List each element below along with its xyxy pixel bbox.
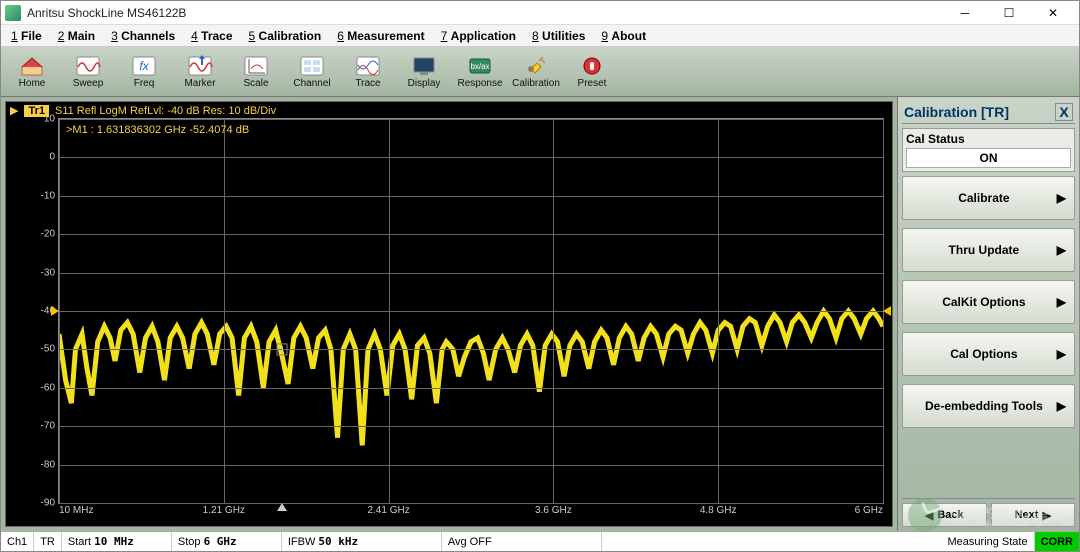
chevron-right-icon: ▶ [1057, 399, 1066, 413]
side-panel-close-button[interactable]: X [1055, 103, 1073, 121]
ref-level-marker [51, 306, 59, 316]
x-axis-label: 4.8 GHz [700, 505, 737, 516]
y-axis-label: 0 [49, 152, 55, 163]
thru-update-button[interactable]: Thru Update▶ [902, 228, 1075, 272]
close-window-button[interactable]: ✕ [1031, 2, 1075, 24]
display-icon [411, 55, 437, 77]
titlebar: Anritsu ShockLine MS46122B ─ ☐ ✕ [1, 1, 1079, 25]
response-icon: bx/ax [467, 55, 493, 77]
app-window: Anritsu ShockLine MS46122B ─ ☐ ✕ 1 File2… [0, 0, 1080, 552]
chart-area[interactable]: ▶ Tr1 S11 Refl LogM RefLvl: -40 dB Res: … [5, 101, 893, 527]
ref-level-marker [883, 306, 891, 316]
y-axis-label: -90 [41, 498, 55, 509]
channel-button[interactable]: Channel [285, 49, 339, 95]
menu-about[interactable]: 9 About [593, 27, 654, 45]
marker-button[interactable]: Marker [173, 49, 227, 95]
menu-measurement[interactable]: 6 Measurement [329, 27, 432, 45]
statusbar: Ch1 TR Start 10 MHz Stop 6 GHz IFBW 50 k… [1, 531, 1079, 551]
back-button[interactable]: ◀ Back [902, 503, 987, 527]
calibration-button[interactable]: Calibration [509, 49, 563, 95]
app-icon [5, 5, 21, 21]
y-axis-label: -60 [41, 382, 55, 393]
home-icon [19, 55, 45, 77]
menu-main[interactable]: 2 Main [50, 27, 103, 45]
chevron-right-icon: ▶ [1057, 243, 1066, 257]
freq-icon: fx [131, 55, 157, 77]
status-start[interactable]: Start 10 MHz [62, 532, 172, 551]
y-axis-label: -10 [41, 190, 55, 201]
trace-button[interactable]: Trace [341, 49, 395, 95]
y-axis-label: -20 [41, 229, 55, 240]
status-ifbw[interactable]: IFBW 50 kHz [282, 532, 442, 551]
chart-panel: ▶ Tr1 S11 Refl LogM RefLvl: -40 dB Res: … [1, 97, 897, 531]
side-panel-title: Calibration [TR] [904, 104, 1009, 120]
cal-status-value[interactable]: ON [906, 148, 1071, 168]
chevron-right-icon: ▶ [1057, 347, 1066, 361]
sweep-icon [75, 55, 101, 77]
marker-1[interactable]: 1 [277, 343, 288, 355]
svg-text:fx: fx [139, 59, 149, 73]
de-embedding-button[interactable]: De-embedding Tools▶ [902, 384, 1075, 428]
marker-readout: >M1 : 1.631836302 GHz -52.4074 dB [66, 124, 249, 136]
preset-button[interactable]: Preset [565, 49, 619, 95]
chevron-right-icon: ▶ [1057, 191, 1066, 205]
calkit-options-button[interactable]: CalKit Options▶ [902, 280, 1075, 324]
status-channel[interactable]: Ch1 [1, 532, 34, 551]
status-tr[interactable]: TR [34, 532, 62, 551]
home-button[interactable]: Home [5, 49, 59, 95]
plot-area[interactable]: 100-10-20-30-40-50-60-70-80-9010 MHz1.21… [58, 118, 884, 504]
scale-button[interactable]: Scale [229, 49, 283, 95]
cal-status-label: Cal Status [906, 132, 1071, 146]
x-axis-label: 2.41 GHz [367, 505, 409, 516]
display-button[interactable]: Display [397, 49, 451, 95]
y-axis-label: -70 [41, 421, 55, 432]
side-panel: Calibration [TR] X Cal Status ON Calibra… [897, 97, 1079, 531]
x-axis-label: 1.21 GHz [203, 505, 245, 516]
menu-calibration[interactable]: 5 Calibration [241, 27, 330, 45]
menu-trace[interactable]: 4 Trace [183, 27, 240, 45]
scale-icon [243, 55, 269, 77]
response-button[interactable]: bx/axResponse [453, 49, 507, 95]
cal-icon [523, 55, 549, 77]
status-avg[interactable]: Avg OFF [442, 532, 602, 551]
menu-file[interactable]: 1 File [3, 27, 50, 45]
x-axis-label: 10 MHz [59, 505, 93, 516]
y-axis-label: -50 [41, 344, 55, 355]
menu-utilities[interactable]: 8 Utilities [524, 27, 593, 45]
marker-icon [187, 55, 213, 77]
cal-status-box: Cal Status ON [902, 128, 1075, 172]
trace-badge: Tr1 [24, 105, 49, 117]
sweep-button[interactable]: Sweep [61, 49, 115, 95]
y-axis-label: -80 [41, 459, 55, 470]
status-stop[interactable]: Stop 6 GHz [172, 532, 282, 551]
menu-application[interactable]: 7 Application [433, 27, 524, 45]
svg-text:bx/ax: bx/ax [470, 62, 489, 71]
x-axis-label: 6 GHz [855, 505, 883, 516]
window-title: Anritsu ShockLine MS46122B [27, 6, 943, 20]
preset-icon [579, 55, 605, 77]
minimize-button[interactable]: ─ [943, 2, 987, 24]
cal-options-button[interactable]: Cal Options▶ [902, 332, 1075, 376]
y-axis-label: -30 [41, 267, 55, 278]
status-corr: CORR [1035, 532, 1079, 551]
channel-icon [299, 55, 325, 77]
x-cursor-icon[interactable] [277, 503, 287, 511]
x-axis-label: 3.6 GHz [535, 505, 572, 516]
menubar: 1 File2 Main3 Channels4 Trace5 Calibrati… [1, 25, 1079, 47]
trace-header-text: S11 Refl LogM RefLvl: -40 dB Res: 10 dB/… [55, 105, 276, 117]
freq-button[interactable]: fxFreq [117, 49, 171, 95]
menu-channels[interactable]: 3 Channels [103, 27, 183, 45]
toolbar: HomeSweepfxFreqMarkerScaleChannelTraceDi… [1, 47, 1079, 97]
chevron-right-icon: ▶ [1057, 295, 1066, 309]
next-button[interactable]: Next ▶ [991, 503, 1076, 527]
maximize-button[interactable]: ☐ [987, 2, 1031, 24]
calibrate-button[interactable]: Calibrate▶ [902, 176, 1075, 220]
status-measuring: Measuring State [942, 532, 1035, 551]
trace-icon [355, 55, 381, 77]
